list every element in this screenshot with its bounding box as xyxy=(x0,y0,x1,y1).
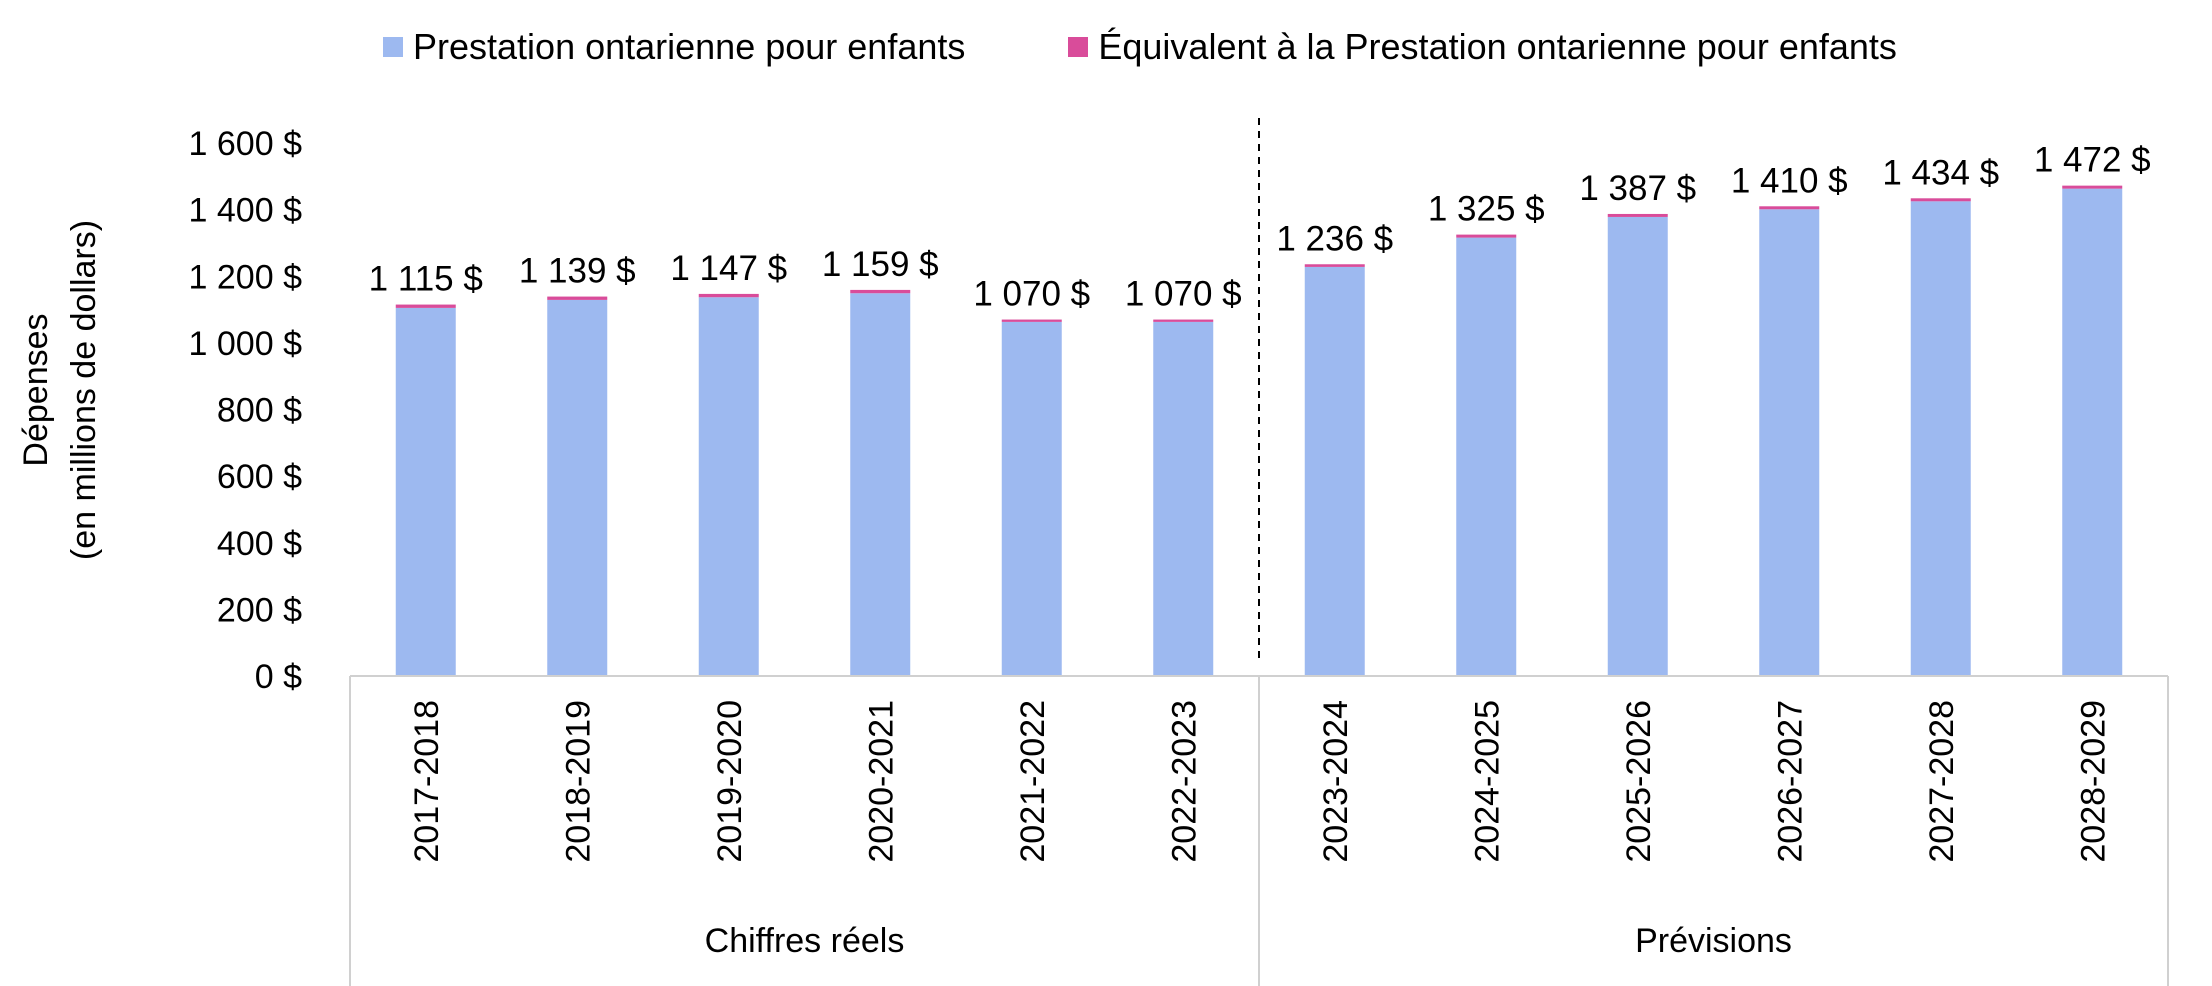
data-label: 1 147 $ xyxy=(670,249,787,288)
y-tick-label: 600 $ xyxy=(217,458,302,496)
bar-prestation xyxy=(395,307,456,676)
bar-equivalent xyxy=(698,293,759,298)
y-tick-label: 1 400 $ xyxy=(189,192,303,230)
data-label: 1 236 $ xyxy=(1276,219,1393,258)
legend-swatch-pop xyxy=(383,37,403,57)
x-tick-label: 2023-2024 xyxy=(1317,700,1355,863)
data-label: 1 115 $ xyxy=(369,260,483,299)
data-label: 1 325 $ xyxy=(1428,190,1545,229)
x-tick-label: 2017-2018 xyxy=(408,700,446,863)
x-tick-label: 2024-2025 xyxy=(1468,700,1506,863)
bar-prestation xyxy=(2062,188,2123,676)
x-tick-label: 2019-2020 xyxy=(711,700,749,863)
x-tick-label: 2018-2019 xyxy=(559,700,597,863)
y-tick-label: 400 $ xyxy=(217,525,302,563)
y-tick-label: 800 $ xyxy=(217,392,302,430)
bar-equivalent xyxy=(1153,319,1214,322)
y-tick-label: 200 $ xyxy=(217,591,302,629)
y-tick-label: 1 200 $ xyxy=(189,258,303,296)
bar-prestation xyxy=(1456,237,1517,677)
bar-prestation xyxy=(1607,216,1668,677)
bar-prestation xyxy=(1759,209,1820,676)
x-tick-label: 2020-2021 xyxy=(862,700,900,863)
bar-prestation xyxy=(1153,321,1214,676)
data-label: 1 472 $ xyxy=(2034,141,2151,180)
y-tick-label: 1 000 $ xyxy=(189,325,303,363)
bar-equivalent xyxy=(1001,319,1062,322)
x-tick-label: 2026-2027 xyxy=(1771,700,1809,863)
bar-equivalent xyxy=(1304,264,1365,267)
bar-prestation xyxy=(698,297,759,676)
bar-equivalent xyxy=(1607,213,1668,217)
bar-equivalent xyxy=(850,289,911,294)
bar-prestation xyxy=(1910,201,1971,676)
legend-label-equivalent: Équivalent à la Prestation ontarienne po… xyxy=(1098,26,1897,67)
legend-label-pop: Prestation ontarienne pour enfants xyxy=(413,26,966,67)
x-tick-label: 2021-2022 xyxy=(1014,700,1052,863)
legend-item-equivalent: Équivalent à la Prestation ontarienne po… xyxy=(1068,26,1897,68)
bar-prestation xyxy=(1001,321,1062,676)
bar-equivalent xyxy=(395,304,456,308)
bar-equivalent xyxy=(2062,185,2123,189)
data-label: 1 139 $ xyxy=(519,252,636,291)
group-label: Prévisions xyxy=(1635,922,1792,960)
bar-equivalent xyxy=(547,296,608,300)
data-label: 1 070 $ xyxy=(973,275,1090,314)
y-tick-label: 1 600 $ xyxy=(189,125,303,163)
y-tick-label: 0 $ xyxy=(255,658,302,696)
legend-item-pop: Prestation ontarienne pour enfants xyxy=(383,26,965,68)
x-tick-label: 2027-2028 xyxy=(1923,700,1961,863)
legend-swatch-equivalent xyxy=(1068,37,1089,57)
bar-equivalent xyxy=(1759,206,1820,210)
data-label: 1 410 $ xyxy=(1731,161,1848,200)
data-label: 1 434 $ xyxy=(1882,153,1999,192)
x-tick-label: 2028-2029 xyxy=(2074,700,2112,863)
bar-equivalent xyxy=(1910,198,1971,202)
bar-equivalent xyxy=(1456,234,1517,238)
x-tick-label: 2022-2023 xyxy=(1165,700,1203,863)
bar-prestation xyxy=(547,299,608,676)
x-tick-label: 2025-2026 xyxy=(1620,700,1658,863)
legend: Prestation ontarienne pour enfants Équiv… xyxy=(383,26,2000,68)
data-label: 1 159 $ xyxy=(822,245,939,284)
group-label: Chiffres réels xyxy=(705,922,905,960)
data-label: 1 387 $ xyxy=(1579,169,1696,208)
data-label: 1 070 $ xyxy=(1125,275,1242,314)
bar-prestation xyxy=(1304,266,1365,676)
bar-prestation xyxy=(850,293,911,676)
